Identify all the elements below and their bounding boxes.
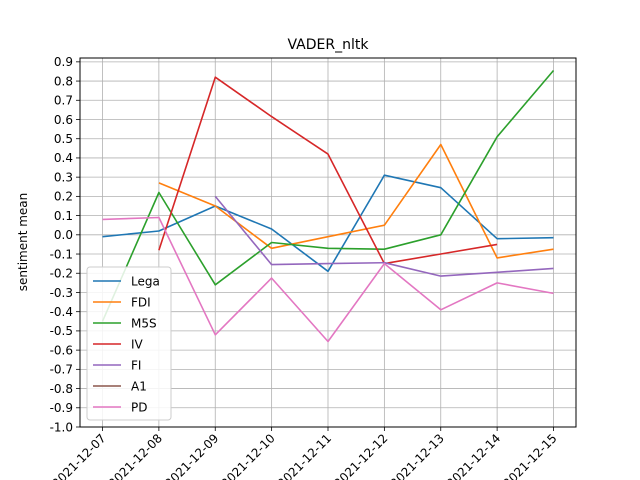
series-line-fdi — [158, 143, 554, 259]
legend-label: IV — [131, 337, 144, 351]
y-tick-label: -0.5 — [50, 324, 73, 338]
legend-label: A1 — [131, 379, 147, 393]
y-tick-label: -1.0 — [50, 420, 73, 434]
y-tick-label: 0.2 — [54, 190, 73, 204]
y-tick-label: 0.0 — [54, 228, 73, 242]
series-line-fi — [214, 195, 554, 277]
y-tick-label: -0.3 — [50, 286, 73, 300]
legend: Lega FDI M5S IV FI A1 PD — [86, 266, 172, 421]
y-tick-label: 0.3 — [54, 170, 73, 184]
y-axis-label: sentiment mean — [16, 193, 30, 292]
series-line-m5s — [101, 69, 555, 322]
legend-label: M5S — [131, 316, 157, 330]
legend-label: FDI — [131, 295, 151, 309]
y-tick-label: -0.8 — [50, 382, 73, 396]
y-tick-label: 0.7 — [54, 94, 73, 108]
y-tick-label: -0.4 — [50, 305, 73, 319]
series-line-iv — [158, 76, 498, 265]
y-tick-label: -0.2 — [50, 267, 73, 281]
y-tick-label: 0.4 — [54, 151, 73, 165]
y-tick-label: -0.1 — [50, 247, 73, 261]
series-line-pd — [102, 216, 554, 343]
y-tick-label: -0.6 — [50, 343, 73, 357]
y-tick-label: 0.5 — [54, 132, 73, 146]
y-axis-ticks: -1.0 -0.9 -0.8 -0.7 -0.6 -0.5 -0.4 -0.3 -0.2 -0.1… — [50, 55, 80, 434]
y-tick-label: 0.8 — [54, 74, 73, 88]
legend-box — [86, 266, 172, 421]
y-tick-label: 0.9 — [54, 55, 73, 69]
chart-title: VADER_nltk — [288, 37, 370, 53]
y-tick-label: -0.7 — [50, 363, 73, 377]
series-lines — [101, 69, 555, 343]
legend-label: PD — [131, 400, 147, 414]
y-tick-label: -0.9 — [50, 401, 73, 415]
legend-label: FI — [131, 358, 141, 372]
y-tick-label: 0.1 — [54, 209, 73, 223]
y-tick-label: 0.6 — [54, 113, 73, 127]
legend-label: Lega — [131, 274, 160, 288]
